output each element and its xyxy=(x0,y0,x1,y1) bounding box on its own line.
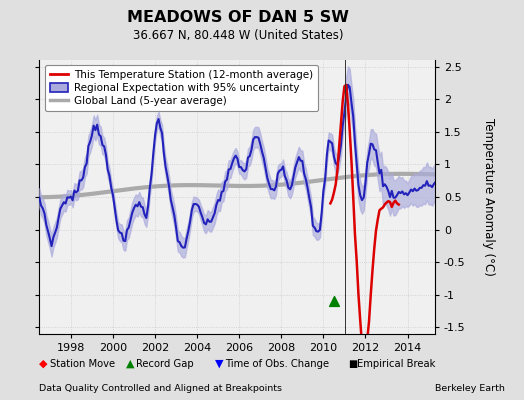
Y-axis label: Temperature Anomaly (°C): Temperature Anomaly (°C) xyxy=(482,118,495,276)
Point xyxy=(330,298,338,304)
Text: Data Quality Controlled and Aligned at Breakpoints: Data Quality Controlled and Aligned at B… xyxy=(39,384,282,393)
Text: ▲: ▲ xyxy=(126,359,134,369)
Text: Station Move: Station Move xyxy=(50,359,115,369)
Legend: This Temperature Station (12-month average), Regional Expectation with 95% uncer: This Temperature Station (12-month avera… xyxy=(45,65,318,111)
Text: 36.667 N, 80.448 W (United States): 36.667 N, 80.448 W (United States) xyxy=(133,29,344,42)
Text: Time of Obs. Change: Time of Obs. Change xyxy=(225,359,330,369)
Text: Empirical Break: Empirical Break xyxy=(357,359,436,369)
Text: Berkeley Earth: Berkeley Earth xyxy=(435,384,505,393)
Text: MEADOWS OF DAN 5 SW: MEADOWS OF DAN 5 SW xyxy=(127,10,350,25)
Text: ▼: ▼ xyxy=(215,359,223,369)
Text: Record Gap: Record Gap xyxy=(136,359,194,369)
Text: ◆: ◆ xyxy=(39,359,48,369)
Text: ■: ■ xyxy=(348,359,358,369)
